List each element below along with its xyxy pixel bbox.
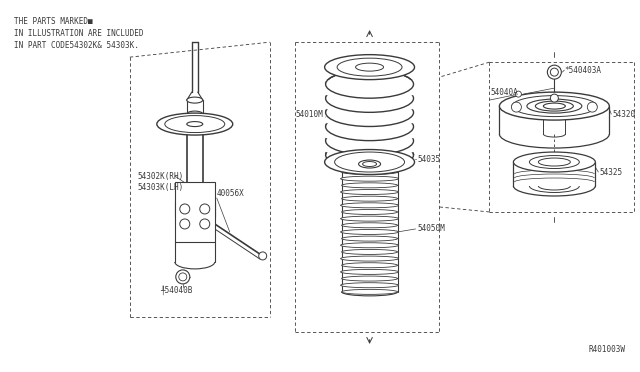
Ellipse shape — [363, 161, 376, 167]
Ellipse shape — [538, 158, 570, 166]
Ellipse shape — [342, 209, 397, 215]
Ellipse shape — [187, 111, 203, 117]
Ellipse shape — [324, 55, 415, 80]
Ellipse shape — [513, 152, 595, 172]
Ellipse shape — [340, 230, 399, 234]
Circle shape — [179, 273, 187, 281]
Ellipse shape — [340, 283, 399, 288]
Circle shape — [180, 204, 190, 214]
Ellipse shape — [358, 160, 381, 168]
Circle shape — [200, 204, 210, 214]
Ellipse shape — [337, 58, 402, 76]
Ellipse shape — [340, 203, 399, 208]
Ellipse shape — [342, 263, 397, 268]
Ellipse shape — [527, 99, 582, 113]
Ellipse shape — [499, 92, 609, 120]
Circle shape — [550, 68, 558, 76]
Ellipse shape — [543, 103, 565, 109]
Text: IN PART CODE54302K& 54303K.: IN PART CODE54302K& 54303K. — [14, 41, 139, 50]
Ellipse shape — [340, 216, 399, 221]
Ellipse shape — [342, 223, 397, 228]
Circle shape — [163, 120, 171, 128]
Ellipse shape — [536, 101, 573, 111]
Ellipse shape — [340, 189, 399, 195]
Circle shape — [515, 91, 522, 97]
Circle shape — [547, 65, 561, 79]
Text: THE PARTS MARKED■: THE PARTS MARKED■ — [14, 17, 93, 26]
Ellipse shape — [342, 183, 397, 188]
Ellipse shape — [157, 113, 233, 135]
Ellipse shape — [340, 243, 399, 248]
Ellipse shape — [342, 276, 397, 281]
Circle shape — [588, 102, 597, 112]
Text: *540403A: *540403A — [564, 65, 602, 75]
Circle shape — [192, 114, 198, 120]
Text: 54302K(RH): 54302K(RH) — [138, 171, 184, 180]
Text: 54040A: 54040A — [490, 88, 518, 97]
Ellipse shape — [340, 269, 399, 275]
Circle shape — [511, 102, 522, 112]
Text: IN ILLUSTRATION ARE INCLUDED: IN ILLUSTRATION ARE INCLUDED — [14, 29, 143, 38]
Text: R401003W: R401003W — [588, 345, 625, 354]
Ellipse shape — [529, 155, 579, 169]
Text: 54050M: 54050M — [417, 224, 445, 234]
Text: 54010M: 54010M — [296, 110, 323, 119]
Circle shape — [200, 219, 210, 229]
Ellipse shape — [324, 150, 415, 174]
Circle shape — [180, 219, 190, 229]
Ellipse shape — [187, 122, 203, 126]
Text: 54320: 54320 — [612, 110, 636, 119]
Text: 54325: 54325 — [599, 167, 623, 177]
Ellipse shape — [259, 252, 267, 260]
Circle shape — [550, 94, 558, 102]
Ellipse shape — [356, 63, 383, 71]
Circle shape — [219, 120, 227, 128]
Text: ╀54040B: ╀54040B — [160, 285, 192, 295]
Ellipse shape — [340, 176, 399, 181]
Ellipse shape — [335, 152, 404, 172]
Text: 54035: 54035 — [417, 154, 441, 164]
Circle shape — [176, 270, 190, 284]
Ellipse shape — [342, 250, 397, 254]
Ellipse shape — [187, 97, 203, 103]
Text: 40056X: 40056X — [217, 189, 244, 199]
Ellipse shape — [340, 256, 399, 261]
Text: 54303K(LH): 54303K(LH) — [138, 183, 184, 192]
Ellipse shape — [165, 116, 225, 132]
Ellipse shape — [342, 170, 397, 174]
Ellipse shape — [342, 196, 397, 201]
Ellipse shape — [342, 289, 397, 294]
Bar — [175, 182, 215, 242]
Ellipse shape — [342, 236, 397, 241]
Ellipse shape — [512, 96, 597, 116]
